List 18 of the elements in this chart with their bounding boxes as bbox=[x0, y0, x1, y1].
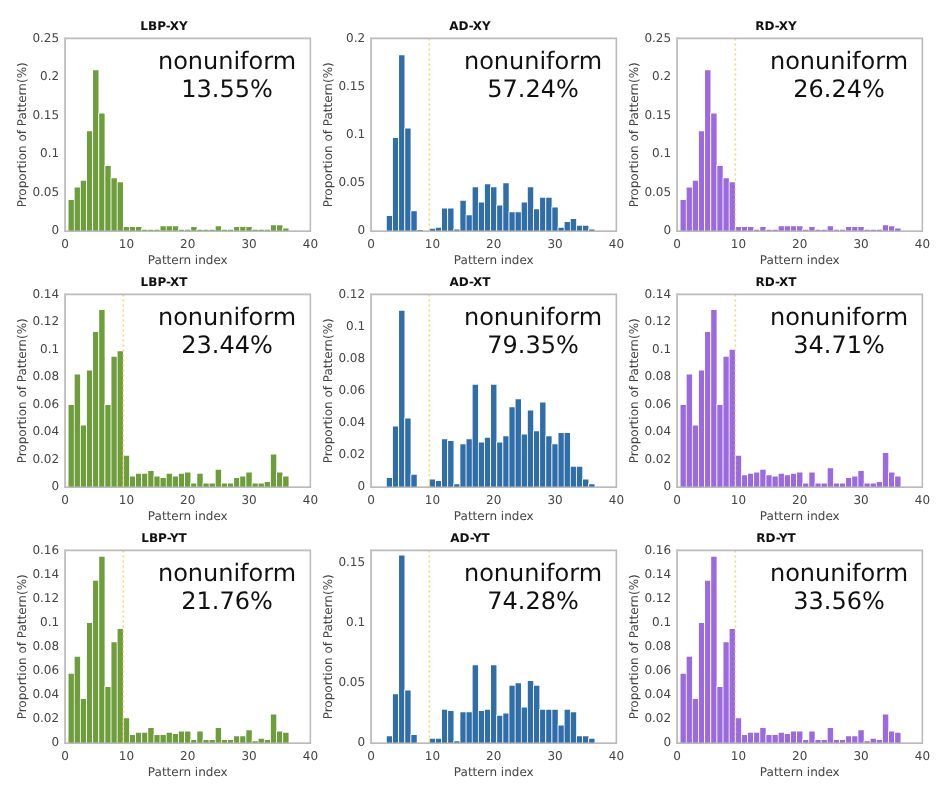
annotation: nonuniform bbox=[157, 46, 297, 75]
annotation: nonuniform bbox=[157, 558, 297, 587]
annotation: 74.28% bbox=[487, 586, 579, 615]
annotation: 34.71% bbox=[793, 330, 885, 359]
annotation: 13.55% bbox=[181, 74, 273, 103]
annotation: nonuniform bbox=[769, 558, 909, 587]
annotation: nonuniform bbox=[769, 46, 909, 75]
annotation: 21.76% bbox=[181, 586, 273, 615]
annotation: 23.44% bbox=[181, 330, 273, 359]
annotation: 26.24% bbox=[793, 74, 885, 103]
annotation: 33.56% bbox=[793, 586, 885, 615]
annotation: 79.35% bbox=[487, 330, 579, 359]
annotation: nonuniform bbox=[463, 558, 603, 587]
annotation: nonuniform bbox=[463, 302, 603, 331]
annotation: nonuniform bbox=[157, 302, 297, 331]
annotation: nonuniform bbox=[769, 302, 909, 331]
annotation: nonuniform bbox=[463, 46, 603, 75]
annotation: 57.24% bbox=[487, 74, 579, 103]
